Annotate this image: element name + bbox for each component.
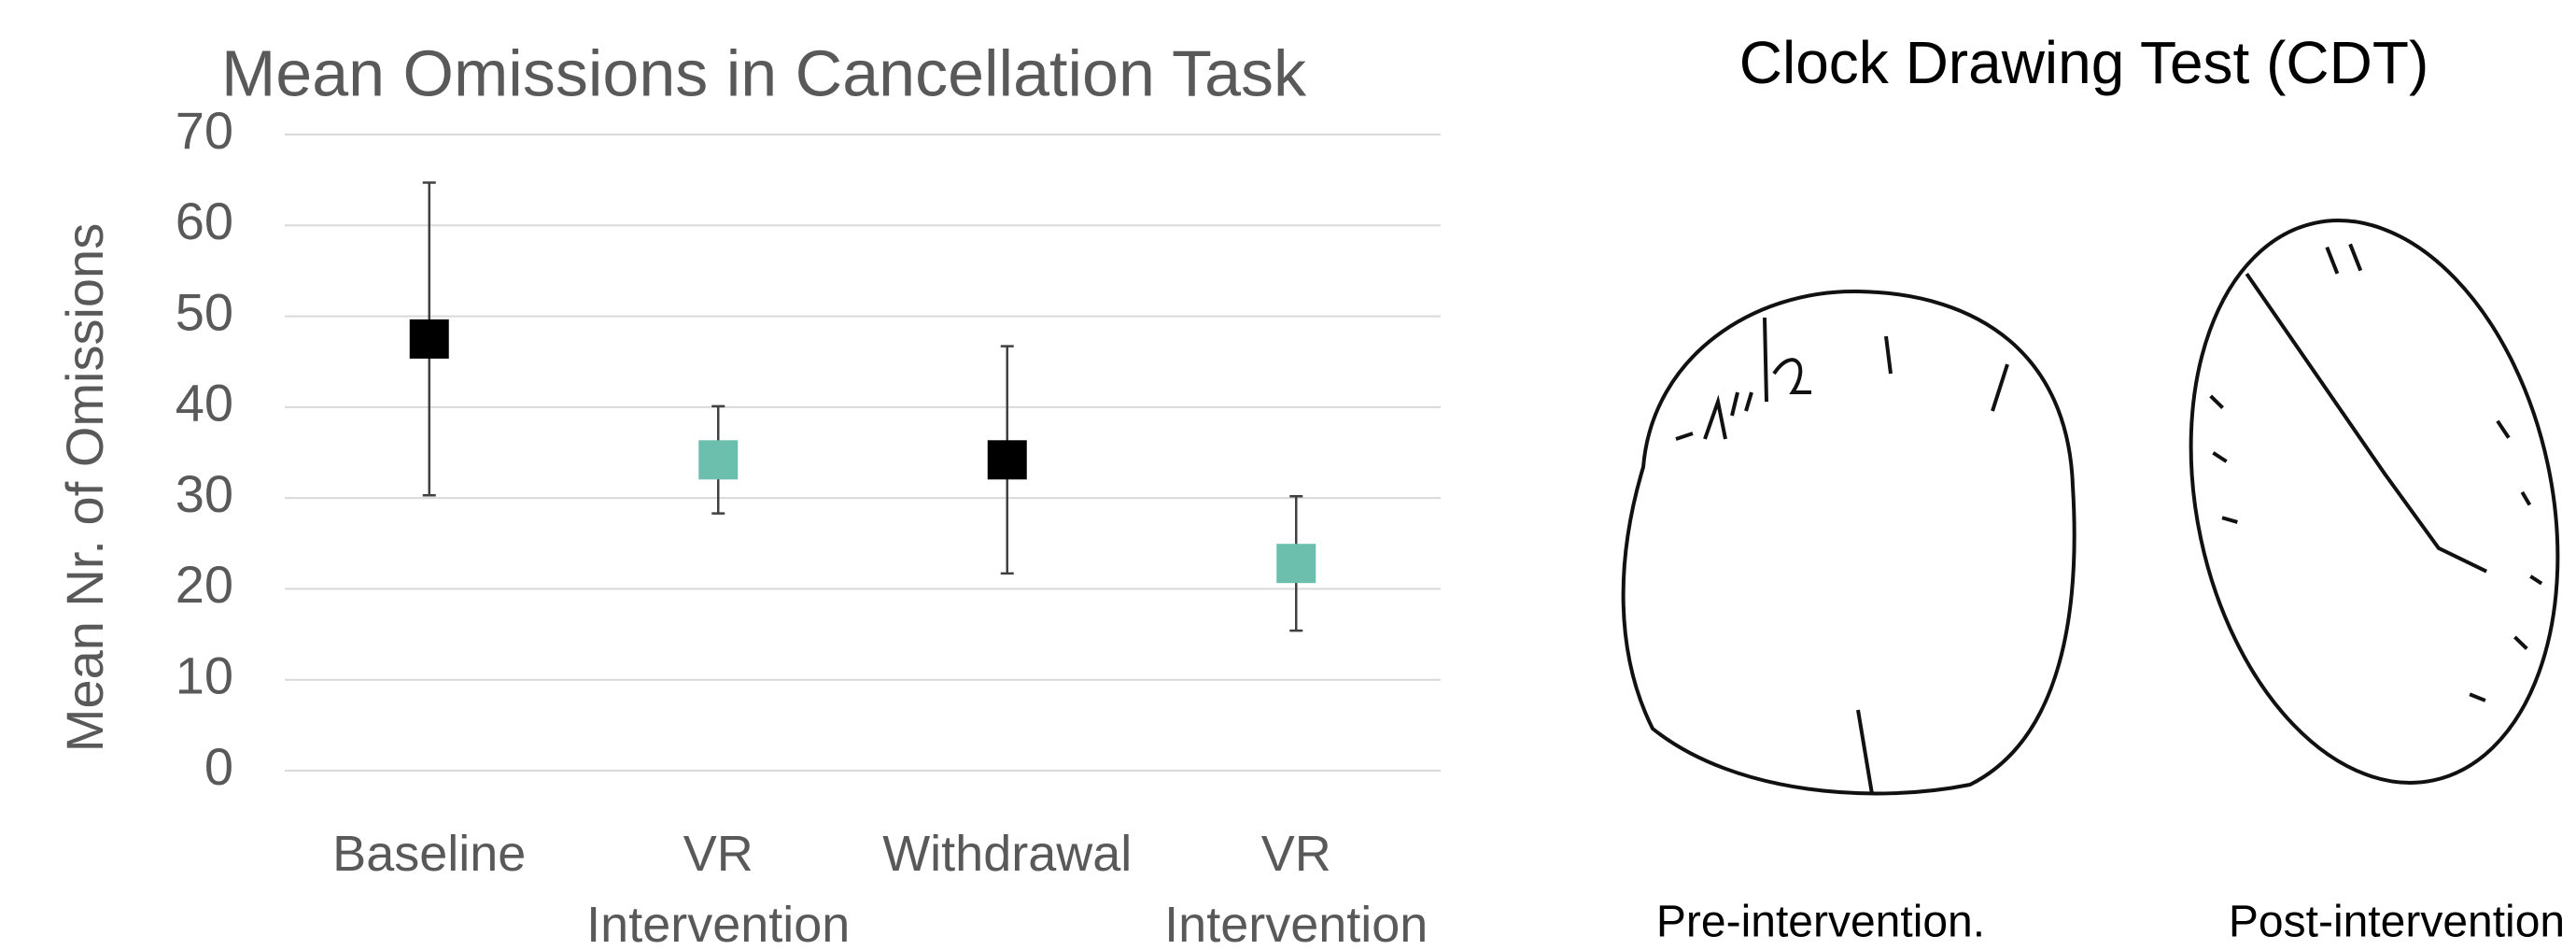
marker [698,440,738,479]
y-tick-label: 30 [176,464,233,523]
y-tick-label: 60 [176,191,233,250]
x-tick-label: VR Intervention [578,818,858,950]
y-tick-label: 0 [204,737,233,796]
page: Mean Omissions in Cancellation Task Mean… [0,0,2576,950]
y-tick-label: 10 [176,646,233,705]
caption: Post-intervention [2229,898,2565,947]
y-tick-label: 40 [176,374,233,432]
x-tick-label: VR Intervention [1156,818,1436,950]
marker [1276,544,1316,583]
y-tick-label: 50 [176,282,233,341]
y-axis-label: Mean Nr. of Omissions [55,223,114,752]
y-tick-label: 70 [176,101,233,160]
chart-title: Mean Omissions in Cancellation Task [221,36,1307,109]
x-tick-label: Withdrawal [867,818,1147,889]
marker [988,440,1027,479]
caption: Pre-intervention. [1656,898,1985,947]
x-tick-label: Baseline [289,818,570,889]
y-tick-label: 20 [176,555,233,614]
figure-title: Clock Drawing Test (CDT) [1739,29,2429,96]
clock-drawing [2142,186,2576,817]
chart: Mean Omissions in Cancellation Task Mean… [0,0,2576,950]
marker [410,319,449,359]
clock-drawing [1624,291,2075,794]
